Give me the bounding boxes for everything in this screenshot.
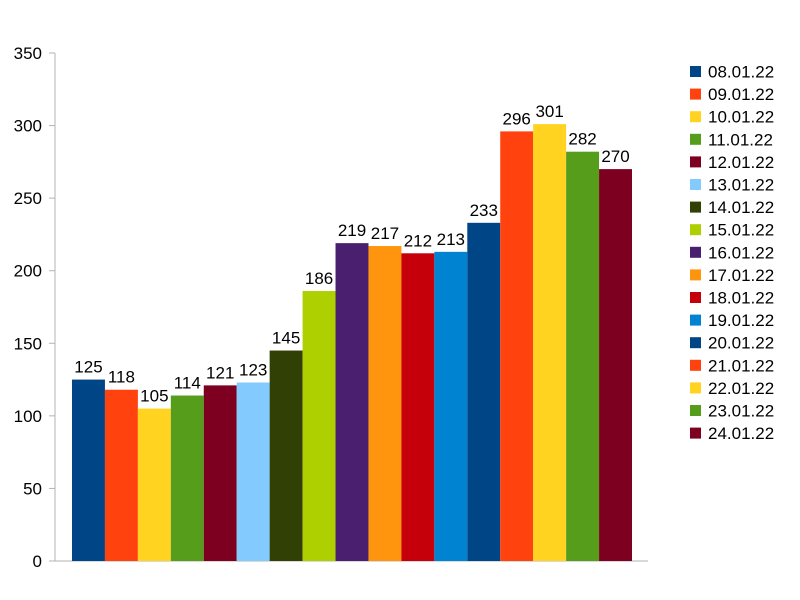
legend-label: 23.01.22 [708, 402, 774, 421]
bar-12-01-22 [203, 385, 237, 561]
legend-swatch [690, 66, 701, 77]
data-label: 219 [338, 221, 366, 240]
legend-swatch [690, 269, 701, 281]
data-label: 213 [437, 230, 465, 249]
legend-swatch [690, 382, 701, 394]
bars-group [72, 124, 632, 562]
bar-13-01-22 [236, 382, 270, 561]
legend-swatch [690, 337, 701, 349]
data-label: 121 [206, 363, 234, 382]
legend-label: 20.01.22 [708, 334, 774, 353]
data-label: 233 [470, 201, 498, 220]
legend-swatch [690, 359, 701, 371]
legend-label: 10.01.22 [708, 108, 774, 127]
bar-20-01-22 [467, 222, 501, 561]
legend-swatch [690, 201, 701, 213]
legend: 08.01.22 09.01.22 10.01.22 11.01.22 12.01.22… [690, 63, 774, 443]
bar-21-01-22 [500, 131, 534, 561]
data-label: 114 [174, 374, 201, 393]
data-label: 301 [535, 102, 563, 121]
data-label: 186 [305, 269, 333, 288]
legend-label: 14.01.22 [708, 198, 774, 217]
legend-swatch [690, 111, 701, 123]
data-label: 145 [272, 329, 300, 348]
bar-22-01-22 [533, 124, 567, 562]
bar-16-01-22 [335, 243, 369, 561]
legend-label: 21.01.22 [708, 356, 774, 375]
data-label: 123 [239, 360, 267, 379]
bar-23-01-22 [566, 151, 600, 561]
bar-10-01-22 [137, 408, 171, 561]
data-label: 105 [140, 387, 168, 406]
legend-label: 12.01.22 [708, 153, 774, 172]
y-tick-label: 200 [14, 262, 42, 281]
legend-swatch [690, 292, 701, 303]
bar-14-01-22 [269, 350, 303, 561]
legend-label: 16.01.22 [708, 243, 774, 262]
legend-swatch [690, 246, 701, 258]
bar-08-01-22 [72, 379, 105, 561]
legend-label: 13.01.22 [708, 176, 774, 195]
bar-15-01-22 [302, 291, 336, 561]
data-label: 118 [108, 368, 135, 387]
legend-label: 11.01.22 [708, 130, 773, 149]
bar-17-01-22 [368, 246, 402, 562]
legend-label: 24.01.22 [708, 424, 774, 443]
bar-09-01-22 [104, 389, 138, 561]
y-axis-ticks: 0 50 100 150 200 250 300 350 [14, 44, 55, 571]
bar-11-01-22 [170, 395, 204, 561]
data-label: 217 [371, 224, 399, 243]
y-tick-label: 350 [14, 44, 42, 63]
legend-label: 09.01.22 [708, 85, 774, 104]
bar-19-01-22 [434, 251, 468, 562]
y-tick-label: 250 [14, 189, 42, 208]
legend-swatch [690, 314, 701, 326]
data-label: 212 [404, 231, 432, 250]
legend-label: 19.01.22 [708, 311, 774, 330]
data-labels-group: 125 118 105 114 121 123 145 186 219 217 212 213 233 2… [74, 102, 629, 405]
legend-swatch [690, 88, 701, 100]
bar-18-01-22 [401, 253, 435, 561]
data-label: 125 [74, 358, 102, 377]
legend-label: 17.01.22 [708, 266, 774, 285]
legend-label: 08.01.22 [708, 63, 774, 82]
legend-swatch [690, 427, 701, 439]
legend-swatch [690, 156, 701, 168]
y-tick-label: 150 [14, 334, 42, 353]
legend-label: 18.01.22 [708, 289, 774, 308]
y-tick-label: 300 [14, 117, 42, 136]
data-label: 282 [568, 130, 596, 149]
y-tick-label: 50 [23, 479, 42, 498]
y-tick-label: 0 [33, 552, 42, 571]
bar-24-01-22 [599, 169, 632, 561]
legend-swatch [690, 179, 701, 190]
legend-swatch [690, 405, 701, 416]
data-label: 296 [503, 109, 531, 128]
data-label: 270 [601, 147, 629, 166]
legend-label: 15.01.22 [708, 221, 774, 240]
legend-label: 22.01.22 [708, 379, 774, 398]
legend-swatch [690, 133, 701, 145]
y-tick-label: 100 [14, 407, 42, 426]
legend-swatch [690, 224, 701, 236]
